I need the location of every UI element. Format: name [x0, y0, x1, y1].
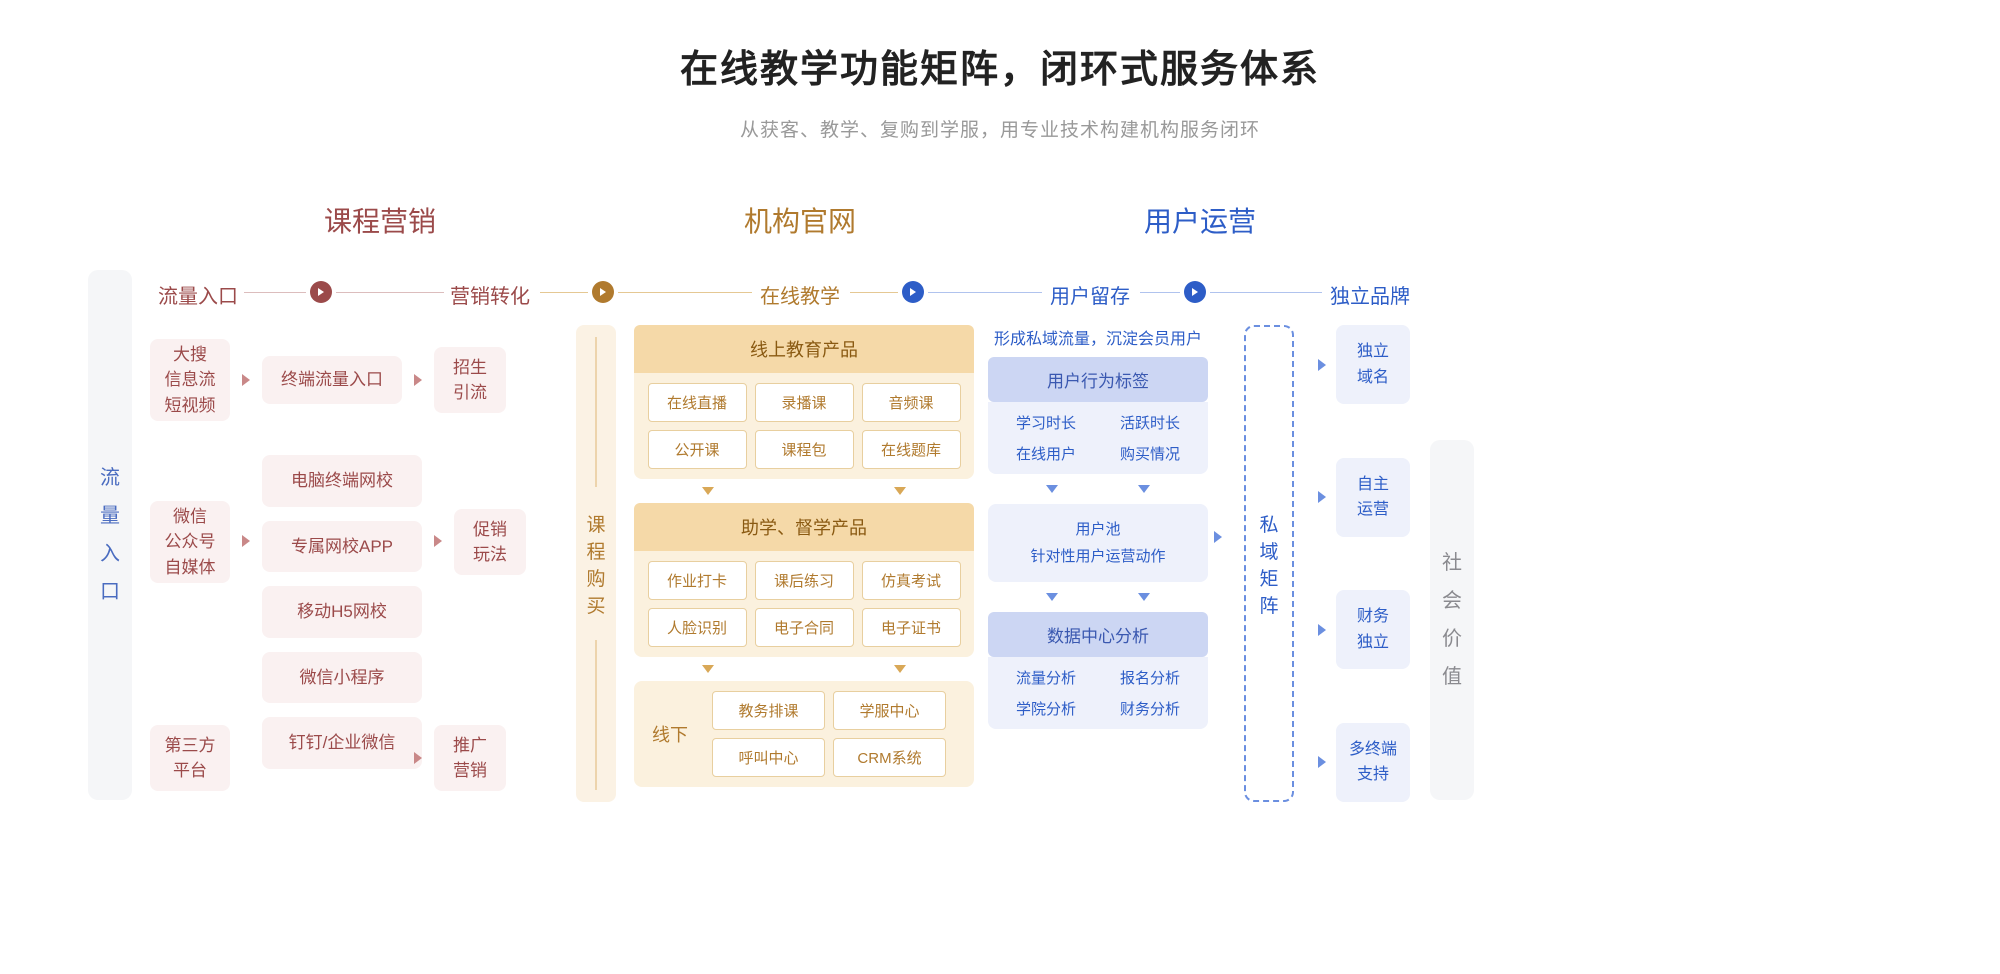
feature-cell: 公开课: [648, 430, 747, 469]
online-products: 线上教育产品 在线直播录播课音频课公开课课程包在线题库: [634, 325, 974, 479]
chevron-right-icon: [414, 374, 422, 386]
feature-cell: 音频课: [862, 383, 961, 422]
feature-cell: 仿真考试: [862, 561, 961, 600]
feature-cell: 录播课: [755, 383, 854, 422]
promotion: 促销玩法: [454, 509, 526, 575]
feature-cell: 在线直播: [648, 383, 747, 422]
terminal-list: 电脑终端网校专属网校APP移动H5网校微信小程序钉钉/企业微信: [262, 455, 422, 769]
chevron-right-icon: [1318, 491, 1326, 503]
metric-cell: 流量分析: [996, 667, 1096, 688]
traffic-source-thirdparty: 第三方平台: [150, 725, 230, 791]
feature-cell: CRM系统: [833, 738, 946, 777]
feature-cell: 电子证书: [862, 608, 961, 647]
feature-cell: 电子合同: [755, 608, 854, 647]
study-products-head: 助学、督学产品: [634, 503, 974, 551]
marketing: 推广营销: [434, 725, 506, 791]
stage-teaching: 在线教学: [760, 280, 840, 309]
arrow-icon: [902, 281, 924, 303]
chevron-down-icon: [702, 487, 714, 495]
terminal-item: 移动H5网校: [262, 586, 422, 638]
section-heading-marketing: 课程营销: [280, 200, 480, 240]
terminal-item: 专属网校APP: [262, 521, 422, 573]
brand-feature: 自主运营: [1336, 458, 1410, 537]
user-behavior: 用户行为标签 学习时长活跃时长在线用户购买情况: [988, 357, 1208, 474]
operations-column: 形成私域流量，沉淀会员用户 用户行为标签 学习时长活跃时长在线用户购买情况 用户…: [988, 325, 1208, 729]
brand-feature: 多终端支持: [1336, 723, 1410, 802]
stage-row: 流量入口 营销转化 在线教学 用户留存 独立品牌: [150, 280, 1930, 304]
metric-cell: 学习时长: [996, 412, 1096, 433]
data-center: 数据中心分析 流量分析报名分析学院分析财务分析: [988, 612, 1208, 729]
section-heading-operations: 用户运营: [1100, 200, 1300, 240]
recruitment: 招生引流: [434, 347, 506, 413]
metric-cell: 购买情况: [1100, 443, 1200, 464]
user-behavior-head: 用户行为标签: [988, 357, 1208, 402]
stage-traffic: 流量入口: [158, 280, 238, 309]
arrow-icon: [310, 281, 332, 303]
section-heading-website: 机构官网: [700, 200, 900, 240]
chevron-down-icon: [1138, 485, 1150, 493]
stage-conversion: 营销转化: [450, 280, 530, 309]
chevron-right-icon: [1318, 359, 1326, 371]
study-products: 助学、督学产品 作业打卡课后练习仿真考试人脸识别电子合同电子证书: [634, 503, 974, 657]
terminal-item: 微信小程序: [262, 652, 422, 704]
data-center-head: 数据中心分析: [988, 612, 1208, 657]
traffic-source-search: 大搜信息流短视频: [150, 339, 230, 421]
user-pool: 用户池 针对性用户运营动作: [988, 504, 1208, 582]
feature-cell: 人脸识别: [648, 608, 747, 647]
metric-cell: 报名分析: [1100, 667, 1200, 688]
pillar-traffic-entry: 流量入口: [88, 270, 132, 800]
feature-cell: 教务排课: [712, 691, 825, 730]
chevron-right-icon: [434, 535, 442, 547]
metric-cell: 活跃时长: [1100, 412, 1200, 433]
feature-cell: 作业打卡: [648, 561, 747, 600]
online-products-head: 线上教育产品: [634, 325, 974, 373]
metric-cell: 财务分析: [1100, 698, 1200, 719]
arrow-icon: [592, 281, 614, 303]
feature-cell: 呼叫中心: [712, 738, 825, 777]
chevron-down-icon: [1046, 485, 1058, 493]
chevron-down-icon: [894, 665, 906, 673]
chevron-right-icon: [1214, 530, 1222, 548]
arrow-icon: [1184, 281, 1206, 303]
chevron-down-icon: [702, 665, 714, 673]
private-traffic-tag: 形成私域流量，沉淀会员用户: [988, 325, 1208, 357]
chevron-right-icon: [242, 535, 250, 547]
metric-cell: 在线用户: [996, 443, 1096, 464]
page-subtitle: 从获客、教学、复购到学服，用专业技术构建机构服务闭环: [0, 115, 2000, 142]
stage-retention: 用户留存: [1050, 280, 1130, 309]
feature-cell: 课程包: [755, 430, 854, 469]
metric-cell: 学院分析: [996, 698, 1096, 719]
chevron-down-icon: [1046, 593, 1058, 601]
chevron-down-icon: [894, 487, 906, 495]
brand-feature: 财务独立: [1336, 590, 1410, 669]
chevron-right-icon: [242, 374, 250, 386]
feature-cell: 在线题库: [862, 430, 961, 469]
chevron-down-icon: [1138, 593, 1150, 601]
traffic-source-wechat: 微信公众号自媒体: [150, 501, 230, 583]
offline-products: 线下 教务排课学服中心呼叫中心CRM系统: [634, 681, 974, 787]
stage-brand: 独立品牌: [1330, 280, 1410, 309]
chevron-right-icon: [1318, 624, 1326, 636]
chevron-right-icon: [414, 752, 422, 764]
brand-feature: 独立域名: [1336, 325, 1410, 404]
offline-label: 线下: [646, 721, 694, 747]
pillar-social-value: 社会价值: [1430, 440, 1474, 800]
terminal-item: 电脑终端网校: [262, 455, 422, 507]
page-title: 在线教学功能矩阵，闭环式服务体系: [0, 0, 2000, 93]
chevron-right-icon: [1318, 756, 1326, 768]
brand-column: 独立域名自主运营财务独立多终端支持: [1318, 325, 1410, 802]
terminal-entry: 终端流量入口: [262, 356, 402, 404]
private-domain-matrix: 私域矩阵: [1244, 325, 1294, 802]
pillar-course-purchase: 课程购买: [576, 325, 616, 802]
feature-cell: 学服中心: [833, 691, 946, 730]
feature-cell: 课后练习: [755, 561, 854, 600]
teaching-column: 线上教育产品 在线直播录播课音频课公开课课程包在线题库 助学、督学产品 作业打卡…: [634, 325, 974, 787]
